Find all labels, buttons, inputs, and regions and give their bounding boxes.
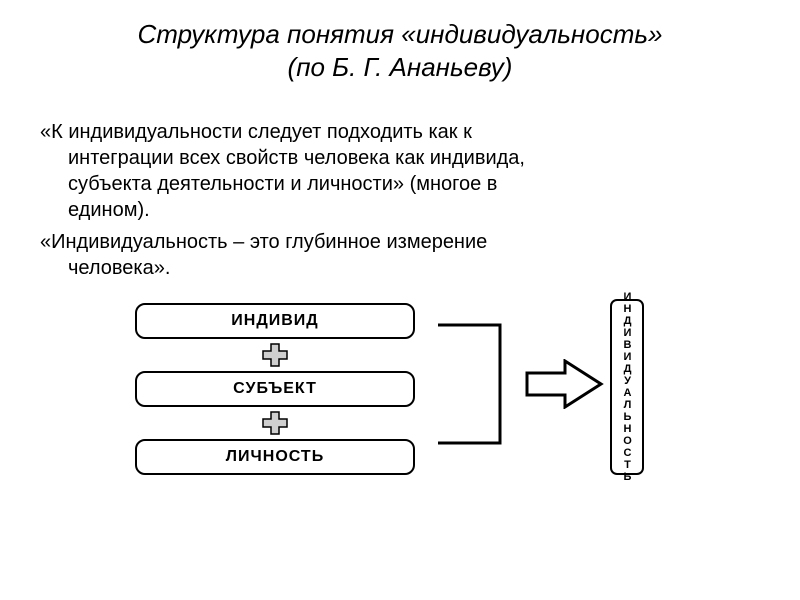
box-personality: ЛИЧНОСТЬ (135, 439, 415, 475)
bracket-icon (430, 319, 540, 449)
box-individuality: ИНДИВИДУАЛЬНОСТЬ (610, 299, 644, 475)
slide: Структура понятия «индивидуальность» (по… (0, 0, 800, 600)
individuality-label: ИНДИВИДУАЛЬНОСТЬ (622, 291, 633, 483)
quote1-line4: едином). (40, 197, 760, 223)
quote1-line1: «К индивидуальности следует подходить ка… (40, 121, 472, 143)
body-text: «К индивидуальности следует подходить ка… (40, 119, 760, 281)
box-stack: ИНДИВИД СУБЪЕКТ ЛИЧНОСТЬ (135, 303, 415, 475)
box-individ: ИНДИВИД (135, 303, 415, 339)
arrow-icon (525, 359, 605, 409)
box-subject: СУБЪЕКТ (135, 371, 415, 407)
quote1-line2: интеграции всех свойств человека как инд… (40, 145, 760, 171)
plus-icon-1 (260, 342, 290, 368)
quote-1: «К индивидуальности следует подходить ка… (40, 119, 760, 223)
slide-title: Структура понятия «индивидуальность» (по… (40, 18, 760, 83)
quote2-line1: «Индивидуальность – это глубинное измере… (40, 231, 487, 253)
title-line-2: (по Б. Г. Ананьеву) (288, 52, 513, 82)
quote2-line2: человека». (40, 255, 760, 281)
plus-icon-2 (260, 410, 290, 436)
title-line-1: Структура понятия «индивидуальность» (138, 19, 663, 49)
quote1-line3: субъекта деятельности и личности» (много… (40, 171, 760, 197)
diagram: ИНДИВИД СУБЪЕКТ ЛИЧНОСТЬ (130, 297, 670, 497)
quote-2: «Индивидуальность – это глубинное измере… (40, 229, 760, 281)
